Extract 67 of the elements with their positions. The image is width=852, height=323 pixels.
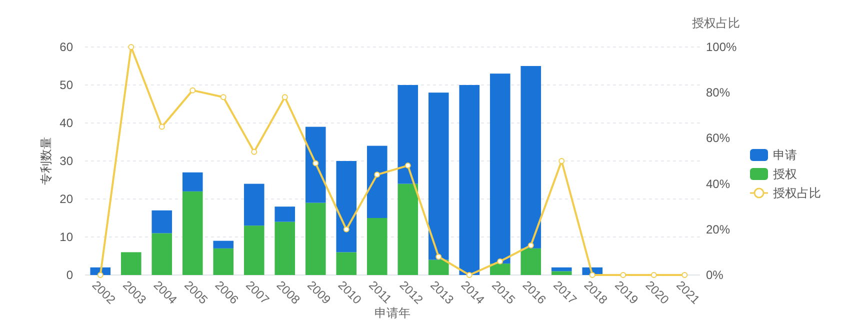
point — [128, 44, 134, 50]
point — [282, 94, 288, 100]
bar — [459, 85, 480, 275]
bar — [336, 252, 357, 275]
bar — [120, 252, 142, 275]
bar — [305, 202, 326, 275]
bar — [428, 260, 449, 275]
point — [620, 272, 626, 278]
point — [374, 172, 380, 178]
y2-tick-label: 100% — [706, 40, 738, 54]
point — [220, 94, 226, 100]
x-axis-title: 申请年 — [374, 306, 410, 320]
y-tick-label: 10 — [60, 230, 74, 244]
point — [343, 226, 350, 232]
bar — [244, 184, 264, 226]
bar — [152, 233, 172, 275]
point — [436, 254, 442, 260]
bar — [244, 226, 264, 275]
point — [404, 162, 411, 169]
bar — [366, 218, 388, 275]
bar — [551, 271, 572, 275]
bar — [520, 248, 542, 275]
legend-label: 申请 — [773, 148, 797, 162]
point — [97, 272, 104, 278]
bar — [398, 184, 418, 275]
bar — [182, 172, 203, 192]
y-axis-title: 专利数量 — [39, 137, 53, 185]
point — [466, 272, 472, 278]
bar — [213, 240, 234, 248]
y-tick-label: 0 — [66, 268, 74, 282]
bar — [274, 222, 296, 275]
bar — [152, 210, 172, 234]
point — [190, 87, 196, 94]
bar — [520, 66, 542, 248]
bar — [490, 264, 510, 275]
point — [312, 160, 319, 166]
bar — [551, 267, 572, 272]
bar — [213, 248, 234, 275]
point — [528, 242, 534, 248]
y-tick-label: 50 — [60, 78, 74, 92]
point — [650, 272, 657, 278]
y2-tick-label: 60% — [706, 131, 730, 146]
y-tick-label: 60 — [60, 40, 74, 54]
bar — [366, 146, 388, 218]
bar — [398, 85, 418, 184]
y2-tick-label: 80% — [706, 86, 730, 100]
point — [558, 158, 565, 164]
bar — [336, 161, 357, 252]
bar — [274, 206, 296, 222]
point — [682, 272, 688, 278]
point — [158, 124, 165, 130]
legend-label: 授权 — [773, 167, 797, 181]
y2-tick-label: 40% — [706, 176, 730, 191]
y2-tick-label: 0% — [706, 268, 724, 282]
bar — [182, 191, 203, 275]
y-tick-label: 30 — [60, 154, 74, 168]
point — [251, 148, 258, 155]
bar — [428, 92, 449, 260]
bar — [490, 74, 510, 264]
bar — [305, 126, 326, 203]
y-tick-label: 20 — [60, 192, 74, 206]
legend-label: 授权占比 — [773, 186, 821, 200]
y2-tick-label: 20% — [706, 222, 730, 236]
point — [589, 272, 596, 278]
y2-axis-title: 授权占比 — [692, 16, 740, 30]
y-tick-label: 40 — [60, 116, 74, 130]
point — [497, 258, 504, 264]
